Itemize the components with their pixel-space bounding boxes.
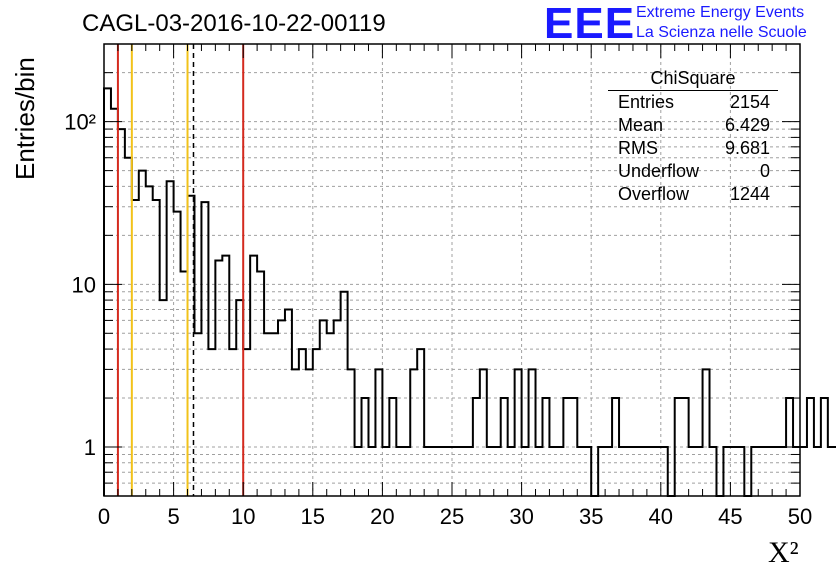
- x-tick-label: 15: [301, 504, 325, 529]
- stats-row-overflow: Overflow 1244: [618, 184, 770, 204]
- x-tick-label: 10: [231, 504, 255, 529]
- x-tick-label: 0: [98, 504, 110, 529]
- y-tick-label: 10: [72, 272, 96, 297]
- stats-box: ChiSquare Entries 2154 Mean 6.429 RMS 9.681…: [608, 68, 778, 206]
- histogram-series: [103, 87, 836, 497]
- x-tick-label: 45: [718, 504, 742, 529]
- stats-row-entries: Entries 2154: [618, 92, 770, 112]
- eee-logo: EEE: [544, 0, 636, 48]
- y-axis-label-wrap: Entries/bin: [4, 30, 40, 190]
- y-tick-label: 10²: [64, 110, 96, 135]
- y-tick-label: 1: [84, 435, 96, 460]
- x-tick-label: 50: [788, 504, 812, 529]
- x-tick-label: 30: [509, 504, 533, 529]
- x-tick-label: 25: [440, 504, 464, 529]
- x-tick-label: 35: [579, 504, 603, 529]
- x-tick-label: 20: [370, 504, 394, 529]
- logo-line-2: La Scienza nelle Scuole: [636, 24, 807, 41]
- stats-row-underflow: Underflow 0: [618, 161, 770, 181]
- x-tick-label: 40: [649, 504, 673, 529]
- stats-row-mean: Mean 6.429: [618, 115, 770, 135]
- logo-line-1: Extreme Energy Events: [636, 4, 805, 21]
- x-tick-label: 5: [167, 504, 179, 529]
- y-axis-label: Entries/bin: [10, 57, 40, 180]
- stats-row-rms: RMS 9.681: [618, 138, 770, 158]
- chart-title: CAGL-03-2016-10-22-00119: [82, 10, 386, 37]
- x-axis-label: X²: [768, 536, 799, 569]
- stats-header: ChiSquare: [608, 68, 778, 91]
